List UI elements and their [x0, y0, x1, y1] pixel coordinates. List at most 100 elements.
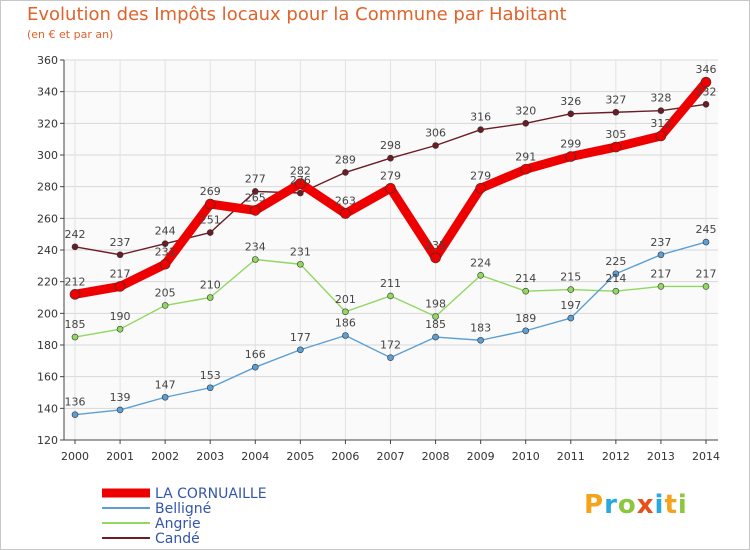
data-point	[387, 354, 394, 361]
data-label: 298	[380, 139, 401, 152]
data-point	[159, 258, 171, 270]
data-point	[657, 251, 665, 259]
data-point	[71, 243, 79, 251]
data-label: 214	[605, 272, 626, 285]
data-label: 147	[155, 378, 176, 391]
data-label: 225	[605, 255, 626, 268]
data-point	[206, 294, 214, 301]
x-tick-label: 2006	[331, 450, 359, 463]
data-point	[612, 108, 620, 116]
x-tick-label: 2009	[467, 450, 495, 463]
logo-letter: t	[664, 490, 678, 520]
data-point	[567, 314, 575, 322]
data-label: 217	[696, 267, 717, 280]
x-tick-label: 2013	[647, 450, 675, 463]
data-point	[204, 198, 216, 210]
legend-label: Candé	[155, 531, 200, 547]
data-point	[612, 287, 620, 295]
x-tick-label: 2008	[422, 450, 450, 463]
data-label: 234	[245, 241, 266, 254]
data-label: 172	[380, 339, 401, 352]
data-label: 237	[110, 236, 131, 249]
logo-letter: o	[617, 490, 637, 520]
data-point	[342, 169, 349, 176]
logo-letter: i	[677, 490, 688, 520]
data-point	[249, 205, 261, 216]
data-label: 235	[425, 239, 446, 252]
chart-title: Evolution des Impôts locaux pour la Comm…	[27, 4, 567, 25]
y-tick-label: 340	[37, 86, 58, 99]
data-point	[477, 336, 484, 344]
logo-letter: x	[636, 490, 655, 520]
x-tick-label: 2007	[377, 450, 405, 463]
data-point	[477, 272, 484, 279]
data-label: 299	[560, 138, 581, 151]
logo-letter: P	[584, 490, 605, 520]
data-label: 245	[696, 223, 717, 236]
data-point	[387, 154, 394, 162]
data-point	[702, 238, 710, 246]
data-label: 291	[515, 150, 536, 163]
data-label: 277	[245, 172, 266, 185]
data-label: 269	[200, 185, 221, 198]
data-label: 212	[65, 275, 86, 288]
data-label: 265	[245, 191, 266, 204]
data-point	[387, 292, 394, 300]
x-tick-label: 2010	[512, 450, 540, 463]
data-point	[432, 313, 439, 320]
data-label: 251	[200, 214, 221, 227]
data-point	[206, 384, 214, 392]
y-tick-label: 320	[37, 117, 58, 130]
data-label: 185	[65, 318, 86, 331]
data-point	[297, 260, 304, 268]
data-label: 153	[200, 369, 221, 382]
data-label: 332	[696, 85, 717, 98]
data-label: 201	[335, 293, 356, 306]
data-point	[342, 332, 349, 339]
y-tick-label: 360	[37, 54, 58, 67]
data-point	[116, 325, 124, 333]
chart-subtitle: (en € et par an)	[27, 28, 114, 41]
data-label: 217	[110, 267, 131, 280]
data-label: 211	[380, 277, 401, 290]
data-point	[475, 182, 486, 194]
data-label: 139	[110, 391, 131, 404]
data-point	[297, 346, 304, 354]
data-label: 316	[470, 111, 491, 124]
data-label: 166	[245, 348, 266, 361]
data-label: 289	[335, 153, 356, 166]
data-label: 198	[425, 298, 446, 311]
data-label: 328	[650, 92, 671, 105]
x-tick-label: 2003	[196, 450, 224, 463]
data-point	[432, 333, 439, 341]
data-label: 217	[650, 267, 671, 280]
x-tick-label: 2012	[602, 450, 630, 463]
data-point	[655, 130, 667, 142]
data-label: 215	[560, 271, 581, 284]
data-label: 190	[110, 310, 131, 323]
data-label: 312	[650, 117, 671, 130]
data-label: 279	[470, 169, 491, 182]
data-label: 237	[650, 236, 671, 249]
x-tick-label: 2011	[557, 450, 585, 463]
data-point	[71, 333, 79, 341]
data-point	[702, 283, 710, 290]
data-label: 136	[65, 396, 86, 409]
data-point	[71, 411, 79, 418]
data-point	[567, 110, 575, 118]
y-tick-label: 160	[37, 371, 58, 384]
data-point	[161, 302, 169, 309]
data-label: 189	[515, 312, 536, 325]
y-tick-label: 220	[37, 276, 58, 289]
data-point	[297, 189, 304, 197]
data-point	[702, 101, 710, 108]
data-point	[114, 281, 126, 292]
data-point	[342, 308, 349, 316]
data-label: 242	[65, 228, 86, 241]
data-point	[700, 76, 712, 88]
data-point	[610, 141, 622, 153]
data-label: 279	[380, 169, 401, 182]
x-tick-label: 2000	[61, 450, 89, 463]
legend-label: LA CORNUAILLE	[155, 486, 267, 502]
